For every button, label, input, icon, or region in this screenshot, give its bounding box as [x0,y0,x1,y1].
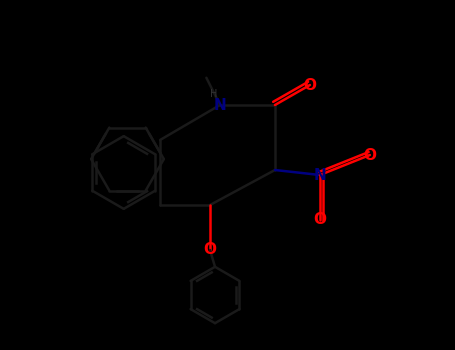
Text: O: O [303,77,316,92]
Text: H: H [209,89,217,99]
Text: O: O [313,212,326,228]
Text: N: N [313,168,326,182]
Text: O: O [203,243,217,258]
Text: N: N [214,98,227,112]
Text: O: O [364,147,376,162]
